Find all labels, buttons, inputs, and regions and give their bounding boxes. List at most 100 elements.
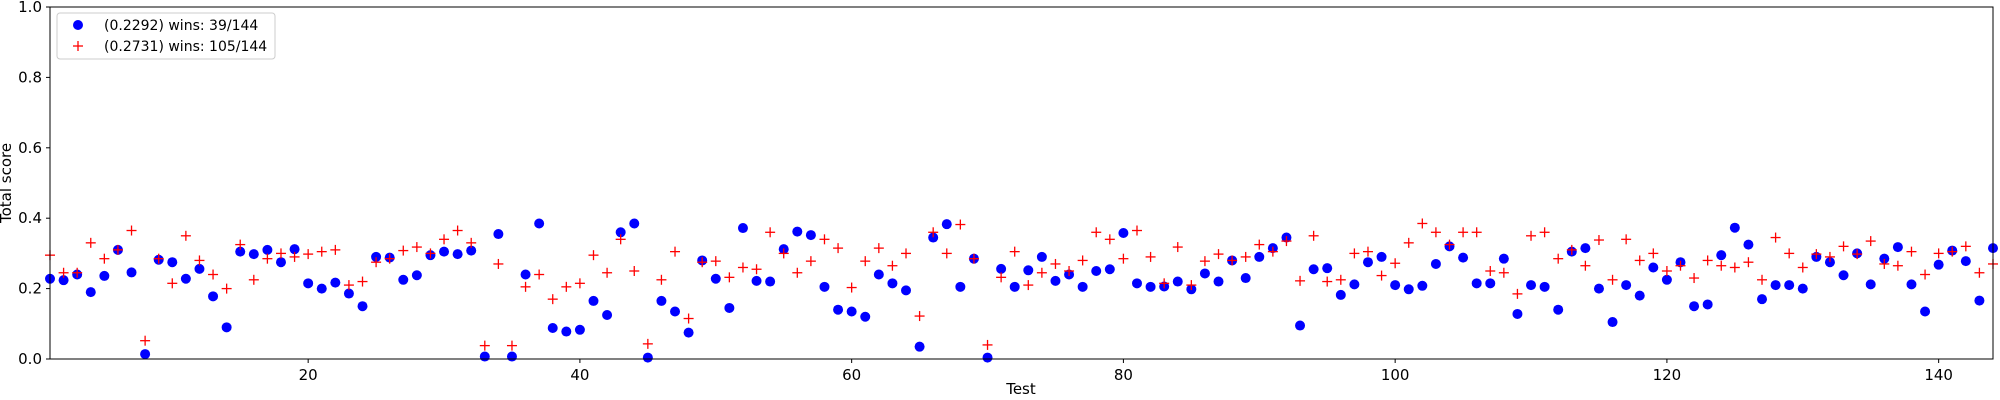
data-point-plus — [126, 225, 137, 236]
data-point-circle — [765, 276, 776, 287]
data-point-plus — [72, 267, 83, 278]
data-point-circle — [1485, 278, 1496, 289]
data-point-circle — [1430, 258, 1441, 269]
data-point-plus — [1566, 244, 1577, 255]
data-point-circle — [1974, 295, 1985, 306]
data-point-circle — [208, 291, 219, 302]
data-point-plus — [873, 243, 884, 254]
data-point-plus — [506, 340, 517, 351]
data-point-circle — [1118, 227, 1129, 238]
x-tick-label: 20 — [299, 366, 318, 384]
data-point-circle — [1892, 242, 1903, 253]
data-point-circle — [819, 281, 830, 292]
y-tick-label: 0.2 — [18, 280, 42, 298]
data-point-circle — [58, 275, 69, 286]
data-point-plus — [520, 281, 531, 292]
data-point-circle — [642, 352, 653, 363]
data-point-plus — [833, 243, 844, 254]
data-point-circle — [1743, 239, 1754, 250]
data-point-circle — [1539, 281, 1550, 292]
data-point-circle — [1580, 243, 1591, 254]
data-point-circle — [452, 249, 463, 260]
data-point-circle — [1960, 256, 1971, 267]
legend-marker-series-1 — [73, 20, 83, 30]
data-point-plus — [656, 274, 667, 285]
data-point-plus — [561, 281, 572, 292]
data-point-plus — [642, 338, 653, 349]
data-point-circle — [1729, 222, 1740, 233]
data-point-circle — [466, 245, 477, 256]
data-point-circle — [1702, 299, 1713, 310]
data-point-plus — [1770, 232, 1781, 243]
data-point-circle — [289, 244, 300, 255]
data-point-plus — [1390, 258, 1401, 269]
series-2 — [45, 218, 1998, 351]
x-tick-label: 100 — [1381, 366, 1410, 384]
data-point-plus — [466, 237, 477, 248]
data-point-circle — [574, 324, 585, 335]
y-tick-label: 0.4 — [18, 209, 42, 227]
data-point-plus — [846, 282, 857, 293]
legend-label-series-2: (0.2731) wins: 105/144 — [104, 39, 267, 55]
data-point-circle — [439, 246, 450, 257]
data-point-circle — [1213, 276, 1224, 287]
data-point-plus — [1634, 255, 1645, 266]
data-point-circle — [1471, 278, 1482, 289]
data-point-plus — [1172, 242, 1183, 253]
data-point-plus — [819, 234, 830, 245]
data-point-circle — [275, 257, 286, 268]
data-point-plus — [697, 257, 708, 268]
data-point-circle — [1689, 301, 1700, 312]
data-point-circle — [1009, 281, 1020, 292]
data-point-circle — [1634, 290, 1645, 301]
data-point-circle — [1131, 278, 1142, 289]
data-point-plus — [534, 269, 545, 280]
data-point-plus — [1417, 218, 1428, 229]
data-point-circle — [1050, 275, 1061, 286]
data-point-plus — [588, 250, 599, 261]
series-1 — [45, 218, 1998, 363]
data-point-plus — [805, 256, 816, 267]
data-point-circle — [357, 301, 368, 312]
data-point-circle — [629, 218, 640, 229]
plot-area-background — [50, 7, 1993, 359]
data-point-plus — [1159, 278, 1170, 289]
data-point-plus — [928, 227, 939, 238]
data-point-circle — [520, 269, 531, 280]
data-point-plus — [303, 249, 314, 260]
data-point-plus — [112, 244, 123, 255]
data-point-plus — [1553, 253, 1564, 264]
data-point-circle — [656, 295, 667, 306]
data-point-plus — [479, 340, 490, 351]
data-point-circle — [928, 232, 939, 243]
data-point-plus — [1104, 234, 1115, 245]
data-point-circle — [1648, 262, 1659, 273]
data-point-circle — [221, 322, 232, 333]
data-point-plus — [1091, 227, 1102, 238]
data-point-plus — [941, 248, 952, 259]
data-point-plus — [1335, 274, 1346, 285]
data-point-circle — [1593, 283, 1604, 294]
data-point-plus — [1947, 246, 1958, 257]
legend-label-series-1: (0.2292) wins: 39/144 — [104, 18, 258, 34]
data-point-plus — [1308, 230, 1319, 241]
data-point-plus — [1865, 236, 1876, 247]
data-point-circle — [602, 310, 613, 320]
data-point-circle — [1077, 281, 1088, 292]
data-point-plus — [384, 253, 395, 264]
x-tick-label: 60 — [842, 366, 861, 384]
data-point-circle — [1322, 263, 1333, 274]
data-point-circle — [1824, 257, 1835, 268]
y-tick-label: 0.8 — [18, 68, 42, 86]
data-point-plus — [85, 237, 96, 248]
data-point-circle — [1757, 294, 1768, 305]
data-point-plus — [289, 251, 300, 262]
data-point-circle — [180, 273, 191, 284]
data-point-plus — [167, 278, 178, 289]
data-point-circle — [99, 270, 110, 281]
legend-box — [56, 12, 276, 60]
data-point-circle — [1498, 253, 1509, 264]
data-point-plus — [1362, 246, 1373, 257]
data-point-plus — [1797, 262, 1808, 273]
data-point-plus — [248, 274, 259, 285]
